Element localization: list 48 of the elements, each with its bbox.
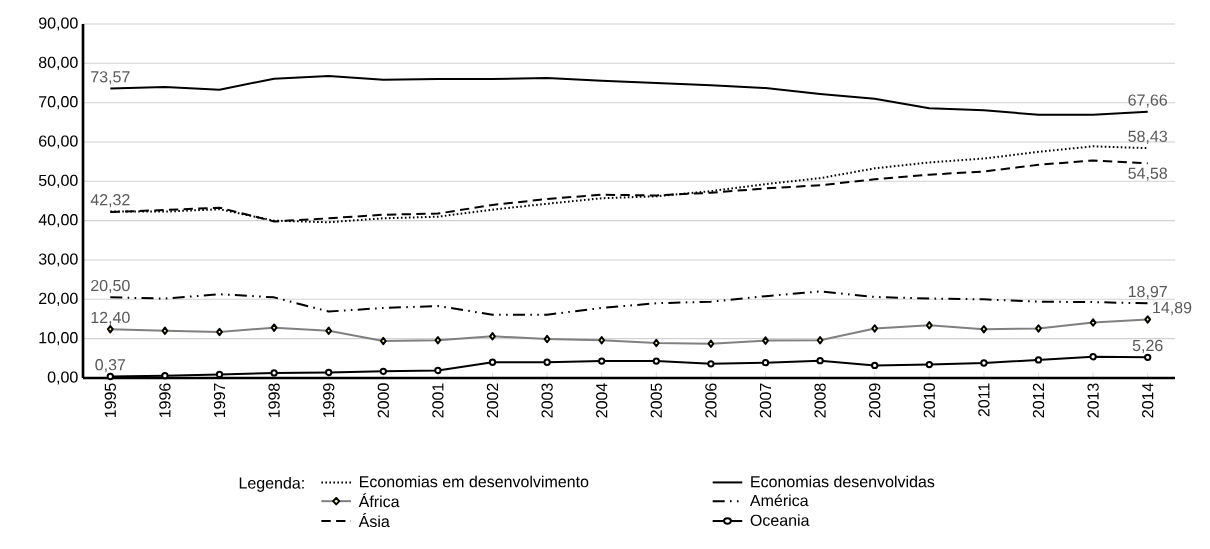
legend-label: América <box>749 494 809 507</box>
y-tick-label: 70,00 <box>39 96 78 110</box>
y-tick-label: 0,00 <box>47 371 78 385</box>
y-tick-label: 60,00 <box>39 135 78 149</box>
legend-label: Economias desenvolvidas <box>751 475 935 488</box>
data-label: 14,89 <box>1153 301 1192 316</box>
data-label: 20,50 <box>91 279 130 294</box>
x-tick-label: 2004 <box>596 383 608 418</box>
data-label: 5,26 <box>1132 339 1163 354</box>
x-tick-label: 1995 <box>104 383 116 418</box>
x-tick-label: 1998 <box>268 383 280 418</box>
y-tick-label: 10,00 <box>39 332 78 346</box>
x-tick-label: 2012 <box>1032 383 1045 418</box>
y-tick-label: 30,00 <box>38 253 78 267</box>
x-tick-label: 2011 <box>978 383 990 417</box>
x-tick-label: 2005 <box>650 383 662 418</box>
legend-title: Legenda: <box>239 476 304 492</box>
data-label: 18,97 <box>1128 285 1167 300</box>
data-label: 54,58 <box>1128 167 1168 181</box>
data-label: 58,43 <box>1128 130 1168 144</box>
x-tick-label: 2009 <box>869 383 881 418</box>
x-tick-label: 2007 <box>759 383 772 418</box>
x-tick-label: 2003 <box>541 383 553 418</box>
data-label: 42,32 <box>90 194 130 208</box>
x-tick-label: 2000 <box>377 383 389 418</box>
data-label: 73,57 <box>91 71 130 85</box>
x-tick-label: 1996 <box>159 383 171 418</box>
y-tick-label: 90,00 <box>39 17 78 31</box>
x-tick-label: 2008 <box>814 383 826 418</box>
x-tick-label: 2001 <box>432 383 444 418</box>
x-tick-label: 2013 <box>1087 383 1099 418</box>
y-tick-label: 80,00 <box>38 56 78 70</box>
x-tick-label: 2010 <box>923 383 935 418</box>
x-tick-label: 2002 <box>486 383 499 418</box>
x-tick-label: 1997 <box>213 383 226 418</box>
y-tick-label: 20,00 <box>39 292 78 306</box>
data-label: 0,37 <box>95 359 126 373</box>
data-label: 12,40 <box>91 311 130 325</box>
x-tick-label: 2014 <box>1142 383 1154 418</box>
legend-label: África <box>358 493 400 508</box>
legend-label: Oceania <box>750 514 810 526</box>
x-tick-label: 2006 <box>705 383 717 418</box>
x-tick-label: 1999 <box>323 383 335 418</box>
legend-label: Ásia <box>358 513 390 528</box>
legend-label: Economias em desenvolvimento <box>359 475 589 488</box>
y-tick-label: 50,00 <box>38 174 78 188</box>
data-label: 67,66 <box>1128 94 1168 108</box>
y-tick-label: 40,00 <box>38 214 78 228</box>
